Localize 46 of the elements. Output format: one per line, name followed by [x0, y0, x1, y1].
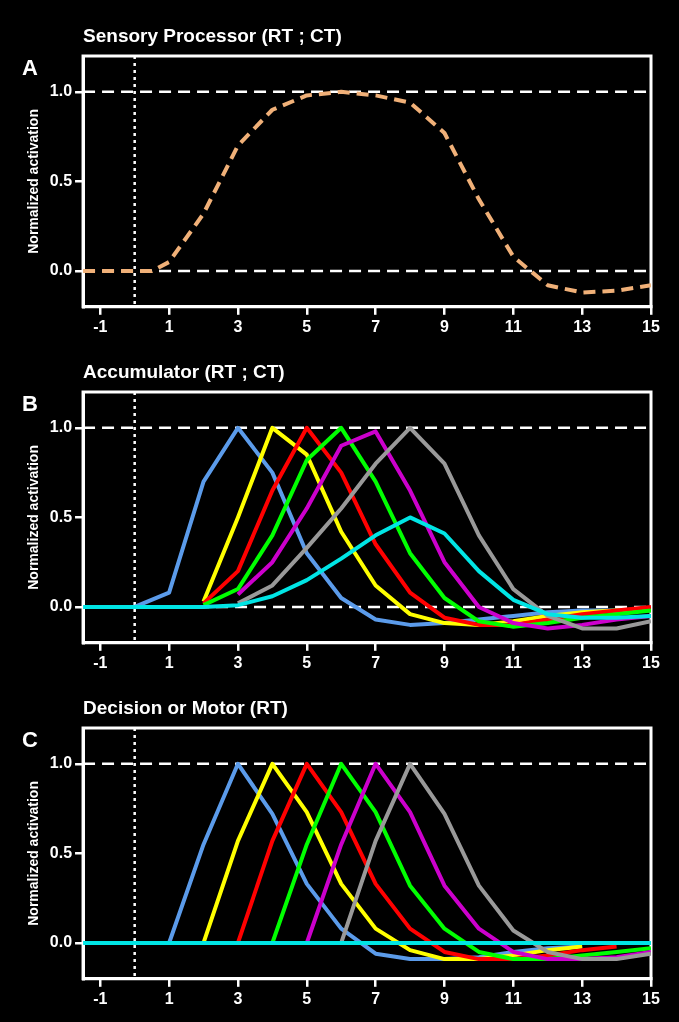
y-tick-label: 0.5 — [49, 843, 73, 861]
x-tick-label: 1 — [164, 317, 174, 335]
x-tick-label: 13 — [573, 989, 592, 1007]
x-tick-label: 13 — [573, 653, 592, 671]
y-tick-label: 0.5 — [49, 507, 73, 525]
x-tick-label: -1 — [93, 653, 108, 671]
x-tick-label: 15 — [642, 653, 660, 671]
x-tick-label: 9 — [440, 653, 450, 671]
x-tick-label: 15 — [642, 317, 660, 335]
x-tick-label: 5 — [302, 989, 312, 1007]
y-tick-label: 1.0 — [49, 418, 73, 436]
x-tick-label: -1 — [93, 317, 108, 335]
x-tick-label: 9 — [440, 989, 450, 1007]
x-tick-label: 7 — [371, 989, 381, 1007]
y-tick-label: 1.0 — [49, 82, 73, 100]
x-tick-label: -1 — [93, 989, 108, 1007]
y-tick-label: 0.0 — [49, 261, 73, 279]
y-tick-label: 1.0 — [49, 754, 73, 772]
x-tick-label: 7 — [371, 653, 381, 671]
chart-title: Accumulator (RT ; CT) — [83, 360, 285, 382]
y-tick-label: 0.0 — [49, 933, 73, 951]
x-tick-label: 11 — [504, 653, 522, 671]
x-tick-label: 11 — [504, 989, 522, 1007]
x-tick-label: 7 — [371, 317, 381, 335]
y-tick-label: 0.0 — [49, 597, 73, 615]
y-axis-title: Normalized activation — [25, 109, 42, 254]
x-tick-label: 1 — [164, 653, 174, 671]
x-tick-label: 5 — [302, 653, 312, 671]
x-tick-label: 3 — [233, 653, 243, 671]
x-tick-label: 13 — [573, 317, 592, 335]
x-tick-label: 5 — [302, 317, 312, 335]
y-tick-label: 0.5 — [49, 171, 73, 189]
line-series — [83, 89, 651, 295]
x-tick-label: 15 — [642, 989, 660, 1007]
x-tick-label: 9 — [440, 317, 450, 335]
chart-title: Sensory Processor (RT ; CT) — [83, 24, 342, 46]
y-axis-title: Normalized activation — [25, 781, 42, 926]
text: A — [22, 55, 38, 81]
x-tick-label: 3 — [233, 989, 243, 1007]
x-tick-label: 1 — [164, 989, 174, 1007]
text: B — [22, 391, 38, 417]
x-tick-label: 3 — [233, 317, 243, 335]
y-axis-title: Normalized activation — [25, 445, 42, 590]
chart-title: Decision or Motor (RT) — [83, 696, 288, 718]
x-tick-label: 11 — [504, 317, 522, 335]
text: C — [22, 727, 38, 753]
